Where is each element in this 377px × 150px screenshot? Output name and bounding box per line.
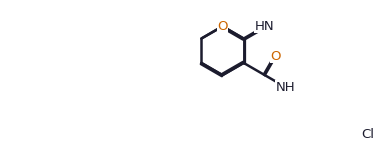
Text: O: O [271, 50, 281, 63]
Text: O: O [217, 20, 228, 33]
Text: NH: NH [276, 81, 296, 94]
Text: Cl: Cl [361, 128, 374, 141]
Text: HN: HN [255, 20, 274, 33]
